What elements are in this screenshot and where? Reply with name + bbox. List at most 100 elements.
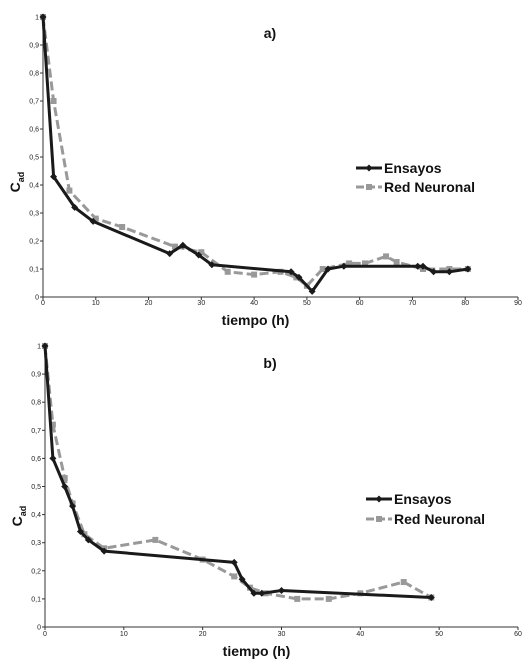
x-axis-title: tiempo (h): [223, 643, 291, 659]
y-axis-title-subscript: ad: [16, 172, 26, 183]
data-point-ensayos: [50, 173, 58, 181]
data-point-red-neuronal: [393, 259, 400, 265]
x-tick-label: 40: [356, 631, 364, 638]
legend-marker-red-neuronal: [376, 516, 382, 522]
data-point-ensayos: [419, 262, 427, 270]
data-point-ensayos: [39, 13, 47, 21]
data-point-red-neuronal: [171, 243, 178, 250]
x-tick-label: 10: [120, 631, 128, 638]
data-point-red-neuronal: [361, 260, 368, 267]
y-tick-label: 0: [37, 625, 41, 632]
panel-title: b): [263, 355, 276, 371]
y-tick-label: 0,4: [29, 183, 39, 190]
data-point-ensayos: [324, 265, 332, 273]
y-tick-label: 0,2: [31, 568, 41, 575]
x-tick-label: 40: [250, 300, 258, 307]
series-line-ensayos: [43, 345, 432, 599]
data-point-red-neuronal: [319, 266, 326, 272]
y-tick-label: 0,1: [29, 267, 39, 274]
legend-marker-ensayos: [375, 495, 383, 503]
data-point-ensayos: [49, 454, 57, 462]
data-point-ensayos: [427, 593, 435, 601]
y-axis-title-main: C: [7, 182, 23, 192]
x-tick-label: 50: [435, 631, 443, 638]
y-tick-label: 0,5: [31, 484, 41, 491]
y-tick-label: 1: [35, 15, 39, 22]
y-tick-label: 0,9: [29, 43, 39, 50]
data-point-ensayos: [278, 586, 285, 594]
x-tick-label: 50: [303, 300, 311, 307]
chart-panel-a: 0 10 20 30 40 50 60 70 80 90 0 0,1 0,2 0,3 0,4 0,5 0,6 0,…: [7, 13, 522, 328]
data-point-red-neuronal: [198, 249, 205, 256]
data-point-ensayos: [208, 261, 216, 269]
y-tick-label: 0,8: [29, 71, 39, 78]
data-point-ensayos: [230, 558, 238, 566]
data-point-ensayos: [69, 502, 77, 510]
data-point-ensayos: [340, 262, 348, 270]
y-axis-title-subscript: ad: [18, 506, 28, 517]
data-point-red-neuronal: [119, 224, 126, 230]
data-point-ensayos: [430, 268, 438, 276]
legend-marker-red-neuronal: [366, 184, 372, 190]
data-point-red-neuronal: [92, 215, 99, 222]
legend-label-red-neuronal: Red Neuronal: [394, 511, 485, 527]
data-point-ensayos: [258, 589, 266, 597]
x-tick-label: 20: [145, 300, 153, 307]
y-tick-label: 0,7: [29, 99, 39, 106]
data-point-ensayos: [41, 342, 49, 350]
data-point-ensayos: [195, 251, 203, 259]
y-axis-title: Cad: [9, 506, 28, 527]
x-tick-label: 30: [278, 631, 286, 638]
y-tick-label: 0,5: [29, 155, 39, 162]
data-point-red-neuronal: [383, 253, 390, 260]
data-point-ensayos: [179, 241, 187, 249]
y-tick-label: 0,4: [31, 512, 41, 519]
y-tick-label: 1: [37, 344, 41, 351]
data-point-red-neuronal: [400, 579, 407, 586]
data-point-ensayos: [166, 250, 174, 258]
legend-label-red-neuronal: Red Neuronal: [384, 179, 475, 195]
y-axis-title: Cad: [7, 172, 26, 193]
x-tick-label: 60: [356, 300, 364, 307]
x-tick-label: 0: [41, 300, 45, 307]
y-tick-label: 0,6: [29, 127, 39, 134]
y-tick-label: 0,1: [31, 596, 41, 603]
x-tick-label: 20: [199, 631, 207, 638]
data-point-ensayos: [308, 287, 316, 295]
y-tick-label: 0,3: [29, 211, 39, 218]
data-point-ensayos: [287, 268, 295, 276]
data-point-ensayos: [100, 547, 108, 555]
x-tick-label: 90: [514, 300, 522, 307]
x-tick-label: 70: [409, 300, 417, 307]
data-point-red-neuronal: [325, 595, 332, 602]
legend-label-ensayos: Ensayos: [384, 160, 442, 176]
series-line-red-neuronal: [43, 345, 433, 601]
y-tick-label: 0,8: [31, 400, 41, 407]
y-tick-label: 0: [35, 295, 39, 302]
x-tick-label: 30: [197, 300, 205, 307]
x-tick-label: 0: [43, 631, 47, 638]
data-point-red-neuronal: [152, 536, 159, 543]
y-tick-label: 0,7: [31, 428, 41, 435]
data-point-ensayos: [250, 589, 258, 597]
data-point-red-neuronal: [50, 98, 57, 104]
data-point-ensayos: [464, 265, 472, 273]
x-tick-label: 10: [92, 300, 100, 307]
data-point-red-neuronal: [251, 271, 258, 278]
data-point-ensayos: [89, 217, 97, 225]
series-line-red-neuronal: [41, 16, 468, 288]
data-point-ensayos: [76, 527, 84, 535]
x-tick-label: 80: [461, 300, 469, 307]
panel-title: a): [264, 25, 276, 41]
data-point-ensayos: [71, 203, 79, 211]
y-axis-title-main: C: [9, 516, 25, 526]
legend-marker-ensayos: [365, 164, 373, 172]
series-line-ensayos: [41, 16, 469, 293]
data-point-red-neuronal: [231, 573, 238, 580]
y-tick-label: 0,3: [31, 540, 41, 547]
y-tick-label: 0,6: [31, 456, 41, 463]
data-point-red-neuronal: [294, 595, 301, 602]
x-tick-label: 60: [514, 631, 522, 638]
